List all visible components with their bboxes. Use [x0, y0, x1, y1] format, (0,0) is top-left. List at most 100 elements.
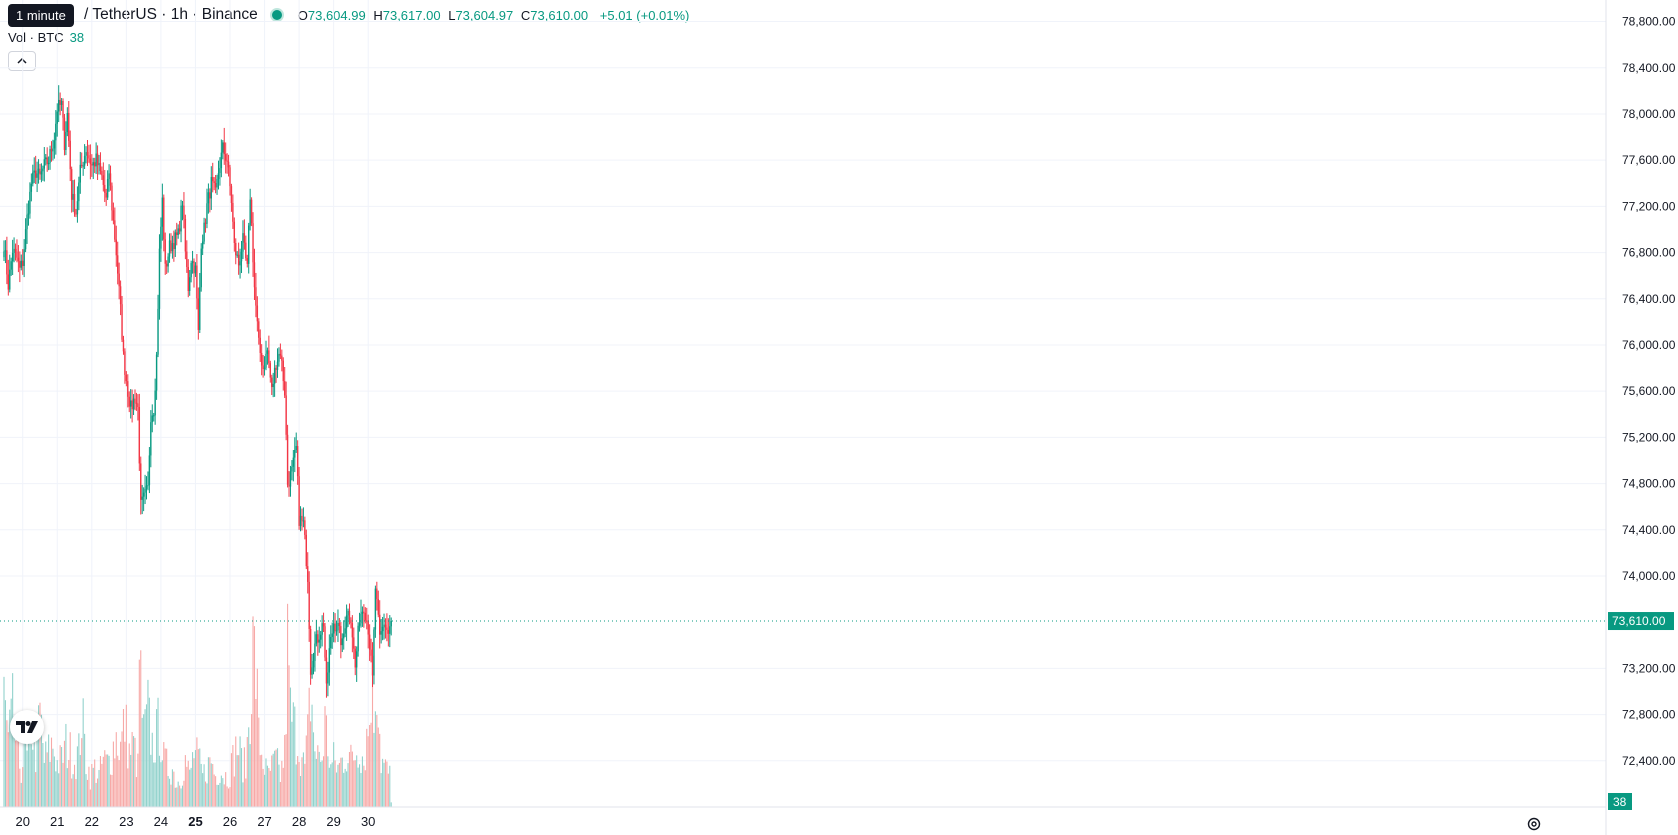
candle-body — [4, 250, 7, 252]
volume-bar — [151, 732, 153, 807]
candle-body — [245, 242, 247, 259]
candle-body — [328, 648, 331, 673]
candle-body — [72, 193, 74, 200]
volume-bar — [304, 763, 306, 807]
candle-body — [140, 463, 142, 500]
candle-body — [387, 629, 390, 634]
candle-body — [246, 258, 248, 264]
volume-bar — [71, 778, 73, 807]
volume-bar — [341, 757, 343, 807]
candle-body — [295, 446, 297, 450]
volume-bar — [294, 706, 296, 807]
candle-body — [311, 667, 313, 675]
candle-body — [88, 155, 90, 159]
volume-bar — [291, 721, 293, 807]
volume-bar — [272, 753, 274, 807]
symbol-title[interactable]: / TetherUS · 1h · Binance — [84, 6, 258, 23]
candle-body — [124, 351, 126, 375]
candle-body — [315, 634, 318, 644]
volume-bar — [230, 753, 232, 807]
candle-body — [351, 623, 354, 638]
time-tick-label: 25 — [188, 814, 202, 829]
volume-bar — [335, 772, 338, 807]
volume-bar — [68, 760, 70, 807]
volume-bar — [157, 697, 159, 807]
volume-bar — [128, 743, 130, 807]
volume-bar — [229, 787, 231, 807]
volume-bar — [173, 771, 175, 807]
price-tick-label: 76,000.00 — [1622, 338, 1676, 352]
candle-body — [289, 471, 292, 487]
tradingview-logo-icon[interactable] — [10, 710, 44, 744]
candle-body — [14, 248, 17, 252]
volume-bar — [153, 762, 155, 807]
candle-body — [212, 177, 214, 182]
candle-body — [286, 434, 289, 485]
volume-bar — [66, 768, 68, 807]
volume-bar — [199, 748, 201, 807]
volume-bar — [144, 709, 146, 807]
candle-body — [10, 261, 12, 270]
price-tick-label: 74,000.00 — [1622, 569, 1676, 583]
candle-body — [226, 160, 228, 162]
candle-body — [47, 162, 50, 165]
candle-body — [30, 183, 33, 192]
volume-bar — [137, 753, 139, 807]
volume-bar — [89, 789, 91, 807]
volume-bar — [108, 755, 110, 807]
volume-bar — [370, 722, 372, 807]
candle-body — [199, 287, 201, 330]
price-tick-label: 73,200.00 — [1622, 661, 1676, 675]
candle-body — [334, 623, 336, 632]
market-status-icon[interactable] — [269, 8, 284, 22]
volume-bar — [55, 771, 57, 807]
price-tick-label: 74,800.00 — [1622, 477, 1676, 491]
time-tick-label: 22 — [85, 814, 99, 829]
candle-body — [98, 162, 100, 166]
volume-bar — [288, 665, 290, 807]
volume-bar — [240, 748, 243, 807]
candle-body — [325, 657, 328, 684]
volume-bar — [261, 754, 263, 807]
volume-bar — [168, 778, 171, 807]
volume-bar — [281, 760, 283, 807]
candle-body — [29, 191, 31, 214]
candle-body — [118, 273, 120, 287]
volume-bar — [7, 732, 9, 807]
volume-bar — [59, 745, 61, 807]
volume-bar — [76, 746, 78, 807]
volume-bar — [196, 737, 198, 807]
candle-body — [56, 111, 58, 124]
gear-icon[interactable] — [1526, 816, 1542, 832]
candle-body — [265, 353, 267, 368]
volume-bar — [202, 773, 204, 807]
candle-body — [196, 265, 198, 299]
candle-body — [83, 155, 86, 166]
candle-body — [114, 220, 116, 240]
volume-bar — [364, 770, 366, 807]
candle-body — [37, 168, 40, 174]
candle-body — [373, 629, 375, 676]
volume-legend[interactable]: Vol · BTC 38 — [8, 30, 84, 45]
candle-body — [65, 132, 67, 150]
volume-bar — [130, 754, 132, 807]
volume-bar — [85, 774, 87, 807]
time-tick-label: 24 — [154, 814, 168, 829]
candle-body — [259, 337, 261, 353]
candle-body — [374, 588, 377, 630]
volume-bar — [307, 714, 309, 807]
candle-body — [147, 485, 149, 487]
volume-bar — [174, 787, 176, 807]
volume-bar — [356, 755, 358, 807]
collapse-legend-button[interactable] — [8, 51, 36, 71]
candle-body — [187, 266, 189, 291]
candle-body — [252, 223, 254, 263]
candle-body — [248, 225, 250, 264]
candle-body — [16, 251, 18, 258]
candle-body — [142, 492, 145, 497]
volume-bar — [3, 676, 5, 807]
volume-bar — [46, 752, 48, 807]
volume-bar — [213, 774, 215, 807]
volume-bar — [36, 714, 38, 807]
